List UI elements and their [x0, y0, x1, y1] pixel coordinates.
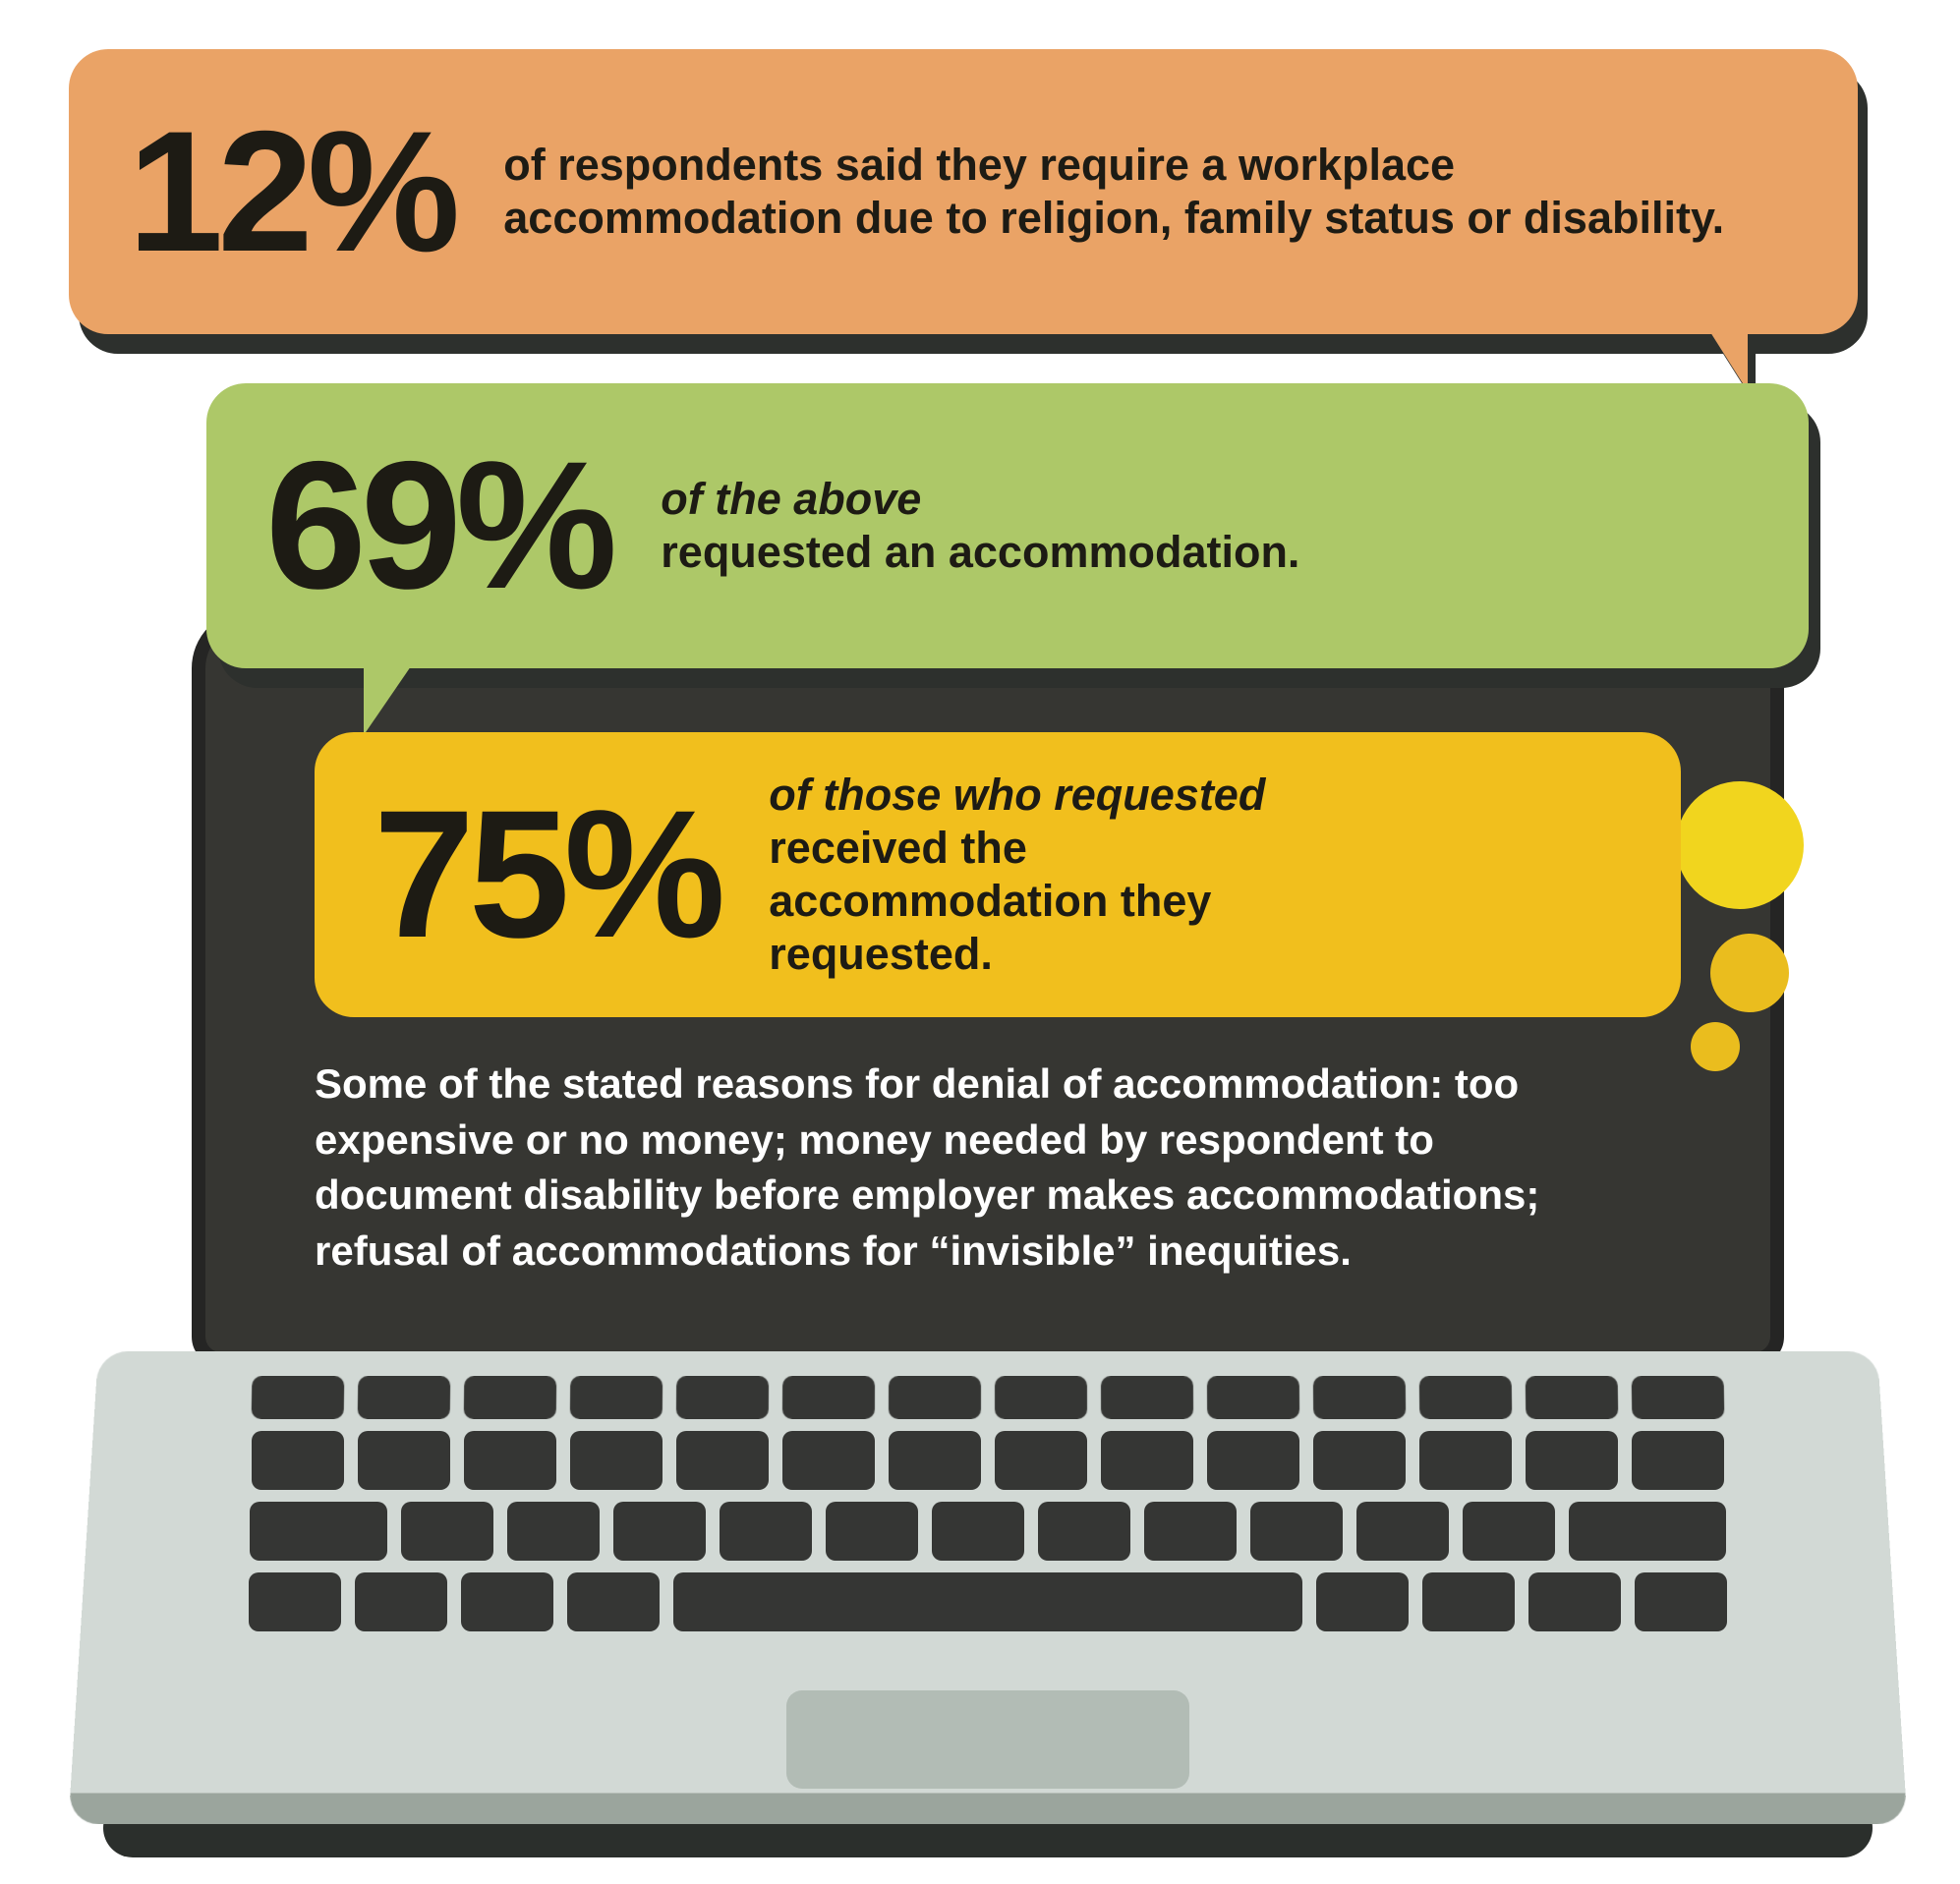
thought-bubble-small	[1691, 1022, 1740, 1071]
stat-bubble-2: 69% of the above requested an accommodat…	[206, 383, 1809, 668]
stat-3-text: of those who requested received the acco…	[769, 769, 1358, 981]
bubble-2-tail	[364, 666, 411, 735]
thought-bubble-large	[1676, 781, 1804, 909]
stat-bubble-1: 12% of respondents said they require a w…	[69, 49, 1858, 334]
denial-reasons-text: Some of the stated reasons for denial of…	[315, 1056, 1592, 1280]
bubble-1-tail	[1710, 332, 1748, 391]
trackpad	[786, 1690, 1189, 1789]
stat-2-text: of the above requested an accommodation.	[661, 473, 1299, 579]
stat-1-percent: 12%	[128, 93, 454, 291]
stat-bubble-3: 75% of those who requested received the …	[315, 732, 1681, 1017]
thought-bubble-med	[1710, 934, 1789, 1012]
stat-1-text: of respondents said they require a workp…	[503, 139, 1732, 245]
keyboard	[197, 1376, 1779, 1651]
stat-3-percent: 75%	[374, 771, 720, 979]
stat-2-percent: 69%	[265, 422, 611, 630]
